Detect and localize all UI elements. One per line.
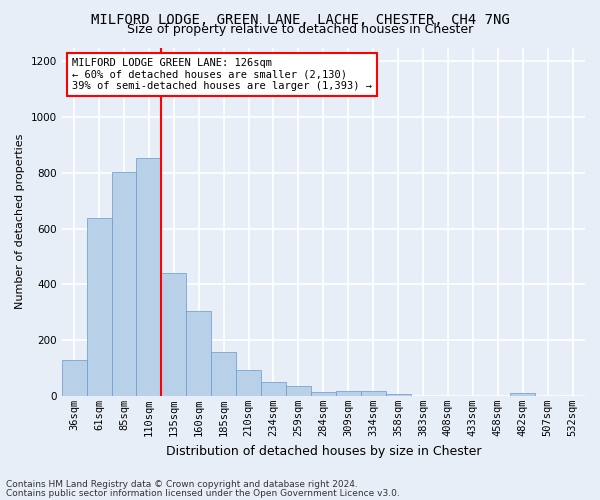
- Bar: [136, 158, 161, 396]
- Bar: [236, 370, 261, 396]
- Bar: [112, 172, 136, 396]
- Bar: [161, 274, 186, 396]
- Text: Contains public sector information licensed under the Open Government Licence v3: Contains public sector information licen…: [6, 488, 400, 498]
- Bar: [86, 218, 112, 396]
- Text: MILFORD LODGE GREEN LANE: 126sqm
← 60% of detached houses are smaller (2,130)
39: MILFORD LODGE GREEN LANE: 126sqm ← 60% o…: [72, 58, 372, 91]
- Bar: [261, 382, 286, 396]
- Bar: [186, 311, 211, 396]
- Bar: [361, 391, 386, 396]
- Bar: [311, 392, 336, 396]
- Y-axis label: Number of detached properties: Number of detached properties: [15, 134, 25, 310]
- Bar: [386, 394, 410, 396]
- Bar: [211, 352, 236, 396]
- Bar: [286, 386, 311, 396]
- Bar: [510, 393, 535, 396]
- Text: Contains HM Land Registry data © Crown copyright and database right 2024.: Contains HM Land Registry data © Crown c…: [6, 480, 358, 489]
- Bar: [336, 391, 361, 396]
- X-axis label: Distribution of detached houses by size in Chester: Distribution of detached houses by size …: [166, 444, 481, 458]
- Text: Size of property relative to detached houses in Chester: Size of property relative to detached ho…: [127, 22, 473, 36]
- Bar: [62, 360, 86, 396]
- Text: MILFORD LODGE, GREEN LANE, LACHE, CHESTER, CH4 7NG: MILFORD LODGE, GREEN LANE, LACHE, CHESTE…: [91, 12, 509, 26]
